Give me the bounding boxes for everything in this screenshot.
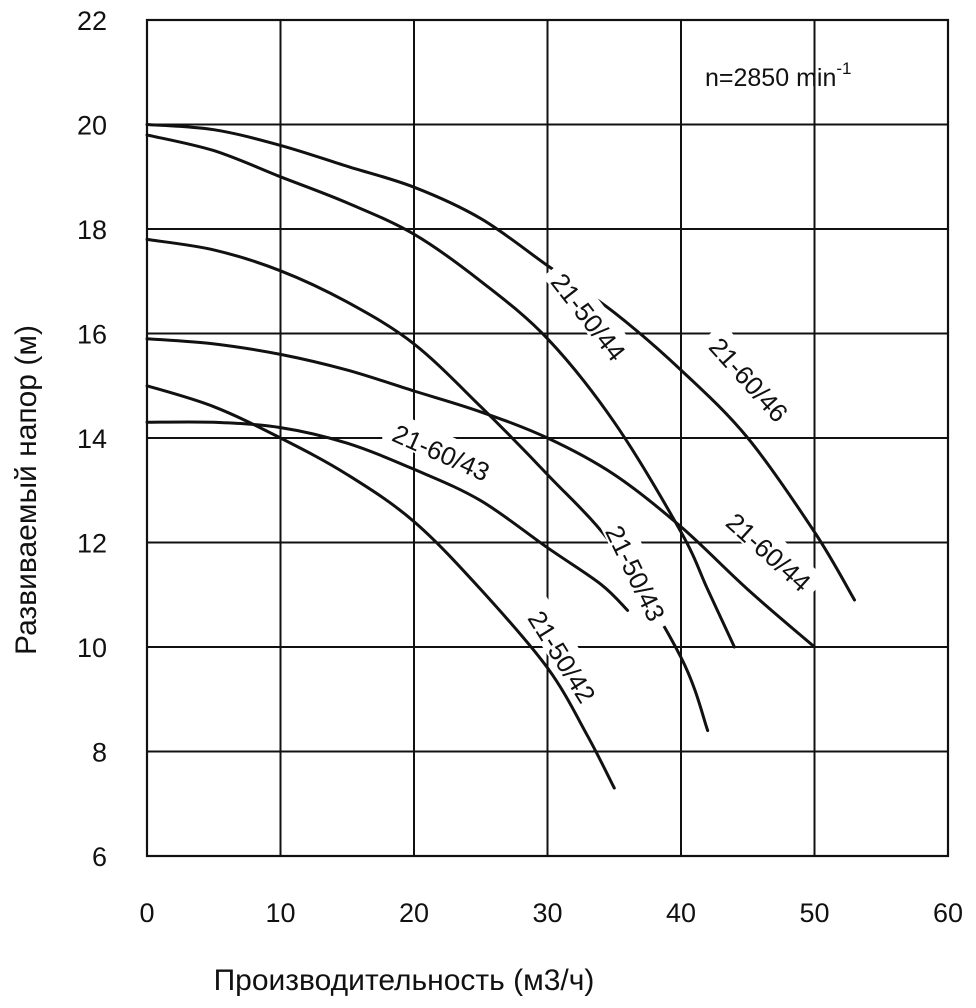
curve-label-backdrop	[599, 511, 679, 633]
curve-label-21-60/46: 21-60/46	[703, 332, 794, 428]
y-tick-label: 16	[77, 320, 107, 350]
curve-label-group: 21-50/44	[542, 258, 641, 372]
curve-label-backdrop	[700, 322, 803, 432]
plot-frame	[145, 18, 950, 858]
y-tick-label: 22	[77, 6, 107, 36]
x-tick-label: 20	[399, 898, 429, 928]
curve-21-50/43	[145, 237, 710, 733]
speed-annotation: n=2850 min-1	[705, 59, 851, 92]
curves	[145, 123, 856, 790]
curve-label-21-60/43: 21-60/43	[388, 418, 494, 487]
curve-label-backdrop	[716, 497, 826, 601]
x-tick-labels: 0 10 20 30 40 50 60	[139, 898, 963, 928]
y-tick-label: 18	[77, 215, 107, 245]
y-tick-label: 20	[77, 111, 107, 141]
curve-21-50/44	[145, 133, 736, 649]
curve-21-60/44	[145, 337, 816, 649]
speed-annotation-superscript: -1	[836, 59, 851, 78]
speed-annotation-text: n=2850 min	[705, 64, 836, 92]
x-tick-label: 0	[139, 898, 154, 928]
x-axis-title: Производительность (м3/ч)	[214, 964, 595, 997]
y-tick-label: 8	[92, 738, 107, 768]
curve-label-backdrop	[381, 411, 504, 488]
x-tick-label: 10	[265, 898, 295, 928]
curve-label-21-50/42: 21-50/42	[522, 605, 602, 708]
y-tick-label: 12	[77, 529, 107, 559]
y-tick-label: 14	[77, 424, 107, 454]
y-tick-label: 6	[92, 842, 107, 872]
curve-label-backdrop	[520, 595, 610, 714]
x-tick-label: 40	[666, 898, 696, 928]
curve-label-group: 21-60/44	[716, 497, 826, 601]
x-tick-label: 60	[933, 898, 963, 928]
curve-label-group: 21-60/46	[700, 322, 803, 432]
curve-21-60/43	[145, 420, 630, 612]
curve-label-21-60/44: 21-60/44	[720, 507, 816, 598]
x-tick-label: 50	[799, 898, 829, 928]
curve-label-group: 21-50/43	[599, 511, 679, 633]
curve-21-50/42	[145, 384, 616, 790]
y-tick-labels: 6 8 10 12 14 16 18 20 22	[77, 6, 107, 872]
curve-21-60/46	[145, 123, 856, 602]
y-axis-title: Развиваемый напор (м)	[10, 325, 43, 655]
curve-label-group: 21-60/43	[381, 411, 504, 488]
curve-label-group: 21-50/42	[520, 595, 610, 714]
y-tick-label: 10	[77, 633, 107, 663]
x-tick-label: 30	[532, 898, 562, 928]
curve-label-backdrop	[542, 258, 641, 372]
